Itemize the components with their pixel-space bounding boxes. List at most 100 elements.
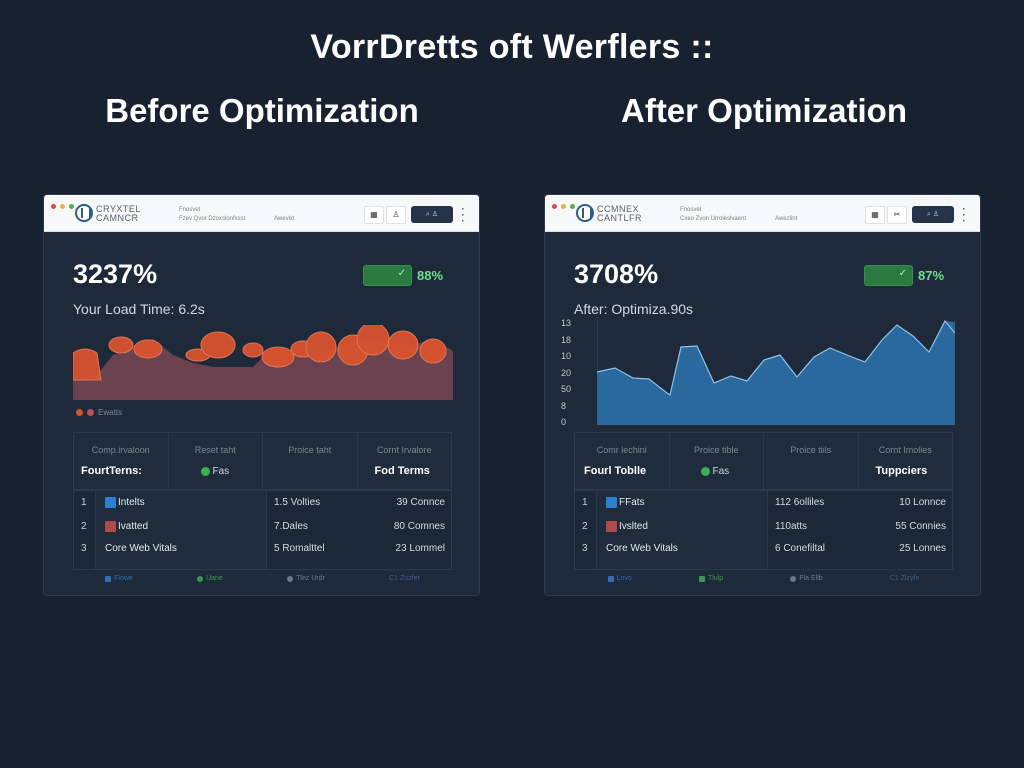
grid-view-button[interactable]: ▦ <box>364 206 384 224</box>
footer-link[interactable]: Fla Ellb <box>790 575 823 582</box>
footer-links: Lovo Tlulp Fla Ellb C1 Zlzyfe <box>574 575 953 582</box>
kebab-menu-icon[interactable]: · · · <box>962 204 966 227</box>
nav-link-top[interactable]: Fnosvet <box>179 207 201 213</box>
grid-icon: ▦ <box>871 210 879 219</box>
row-count: 25 Lonnes <box>899 543 946 554</box>
row-name: Core Web Vitals <box>606 543 678 554</box>
before-chart <box>73 325 453 400</box>
row-label: FFats <box>619 497 645 508</box>
nav-link-top[interactable]: Fnosvet <box>680 207 702 213</box>
browser-toolbar: CCMNEX CANTLFR Fnosvet Cxeo Zvon Urroles… <box>545 195 980 232</box>
row-name: Ivslted <box>606 521 648 532</box>
row-number: 3 <box>81 543 87 554</box>
footer-link[interactable]: Flowe <box>105 575 133 582</box>
summary-cell: Cornt Irvalore Fod Terms <box>358 433 452 489</box>
footer-link[interactable]: Tlulp <box>698 575 724 582</box>
summary-value: Fourl Toblle <box>584 465 647 477</box>
summary-cell: Proice tible Fas <box>670 433 764 489</box>
tool-button[interactable]: ✂ <box>887 206 907 224</box>
y-tick: 0 <box>561 417 567 427</box>
row-count: 80 Comnes <box>393 521 445 532</box>
minimize-window-icon[interactable] <box>60 204 65 209</box>
window-controls <box>552 204 575 209</box>
row-label: Intelts <box>118 497 145 508</box>
red-swatch-icon <box>105 521 116 532</box>
footer-link-label: Tlulp <box>707 575 724 582</box>
row-value: 112 6olliles <box>775 497 825 508</box>
close-window-icon[interactable] <box>51 204 56 209</box>
summary-label: Cornt Imolies <box>878 445 932 455</box>
footer-link[interactable]: Tlez Urdr <box>287 575 325 582</box>
page-title: VorrDretts oft Werflers :: <box>310 28 714 66</box>
grid-view-button[interactable]: ▦ <box>865 206 885 224</box>
nav-link-secondary[interactable]: Awezlint <box>775 216 798 222</box>
square-icon <box>105 575 112 582</box>
headline-metric: 3237% <box>73 259 158 289</box>
nav-link-main[interactable]: Cxeo Zvon Urroleslvaent <box>680 216 747 222</box>
maximize-window-icon[interactable] <box>69 204 74 209</box>
nav-link-main[interactable]: Fzev Qvor Dzoxslonfxsst <box>179 216 246 222</box>
summary-label: Reset taht <box>194 445 236 455</box>
kebab-menu-icon[interactable]: · · · <box>461 204 465 227</box>
row-count: 23 Lommel <box>395 543 445 554</box>
row-name: Intelts <box>105 497 145 508</box>
row-number: 1 <box>582 497 588 508</box>
table-row[interactable]: 2 Ivslted 110atts 55 Connies <box>575 521 952 543</box>
y-tick: 13 <box>561 318 572 328</box>
logo-line-2: CANTLFR <box>597 213 643 223</box>
after-heading: After Optimization <box>621 92 907 129</box>
row-count: 10 Lonnce <box>899 497 946 508</box>
row-number: 3 <box>582 543 588 554</box>
circle-icon <box>197 575 204 582</box>
y-tick: 50 <box>561 384 572 394</box>
summary-label: Cornt Irvalore <box>376 445 432 455</box>
summary-label: Proice tible <box>693 445 739 455</box>
table-row[interactable]: 3 Core Web Vitals 5 Romalttel 23 Lommel <box>74 543 451 565</box>
check-icon: ✓ <box>397 268 406 279</box>
status-indicator: Fas <box>700 466 729 477</box>
summary-cell: Proice taht <box>263 433 358 489</box>
footer-links: Flowe Uane Tlez Urdr C1 Zozfer <box>73 575 452 582</box>
search-button[interactable]: ⌕ ♙ <box>912 206 954 223</box>
footer-link[interactable]: Uane <box>197 575 223 582</box>
footer-link[interactable]: Lovo <box>607 575 632 582</box>
row-value: 1.5 Volties <box>274 497 321 508</box>
row-count: 39 Connce <box>396 497 445 508</box>
logo-text: CRYXTEL CAMNCR <box>96 205 141 223</box>
legend-dot-red <box>87 409 94 416</box>
row-label: Ivslted <box>619 521 648 532</box>
table-row[interactable]: 3 Core Web Vitals 6 Conefiltal 25 Lonnes <box>575 543 952 565</box>
row-name: FFats <box>606 497 645 508</box>
table-row[interactable]: 2 Ivatted 7.Dales 80 Comnes <box>74 521 451 543</box>
row-name: Ivatted <box>105 521 148 532</box>
window-controls <box>51 204 74 209</box>
search-button[interactable]: ⌕ ♙ <box>411 206 453 223</box>
row-label: Core Web Vitals <box>105 543 177 554</box>
minimize-window-icon[interactable] <box>561 204 566 209</box>
row-number: 1 <box>81 497 87 508</box>
summary-cell: Comr lechini Fourl Toblle <box>575 433 670 489</box>
row-name: Core Web Vitals <box>105 543 177 554</box>
nav-link-secondary[interactable]: Awevlxt <box>274 216 295 222</box>
table-row[interactable]: 1 Intelts 1.5 Volties 39 Connce <box>74 497 451 519</box>
summary-value: Tuppciers <box>875 465 928 477</box>
grid-icon: ▦ <box>370 210 378 219</box>
y-tick: 18 <box>561 335 572 345</box>
globe-icon <box>287 575 294 582</box>
row-value: 110atts <box>775 521 808 532</box>
close-window-icon[interactable] <box>552 204 557 209</box>
user-button[interactable]: ♙ <box>386 206 406 224</box>
footer-link[interactable]: C1 Zlzyfe <box>890 575 920 582</box>
summary-label: Proice taht <box>288 445 332 455</box>
table-row[interactable]: 1 FFats 112 6olliles 10 Lonnce <box>575 497 952 519</box>
logo-line-1: CRYXTEL <box>96 204 141 214</box>
footer-link[interactable]: C1 Zozfer <box>389 575 420 582</box>
legend-label: Ewatts <box>98 408 123 417</box>
summary-value: FourtTerns: <box>81 465 142 477</box>
maximize-window-icon[interactable] <box>570 204 575 209</box>
status-text: Fas <box>212 466 230 477</box>
footer-link-label: Fla Ellb <box>799 575 823 582</box>
before-panel: CRYXTEL CAMNCR Fnosvet Fzev Qvor Dzoxslo… <box>43 194 480 596</box>
footer-link-label: Tlez Urdr <box>296 575 325 582</box>
after-panel: CCMNEX CANTLFR Fnosvet Cxeo Zvon Urroles… <box>544 194 981 596</box>
